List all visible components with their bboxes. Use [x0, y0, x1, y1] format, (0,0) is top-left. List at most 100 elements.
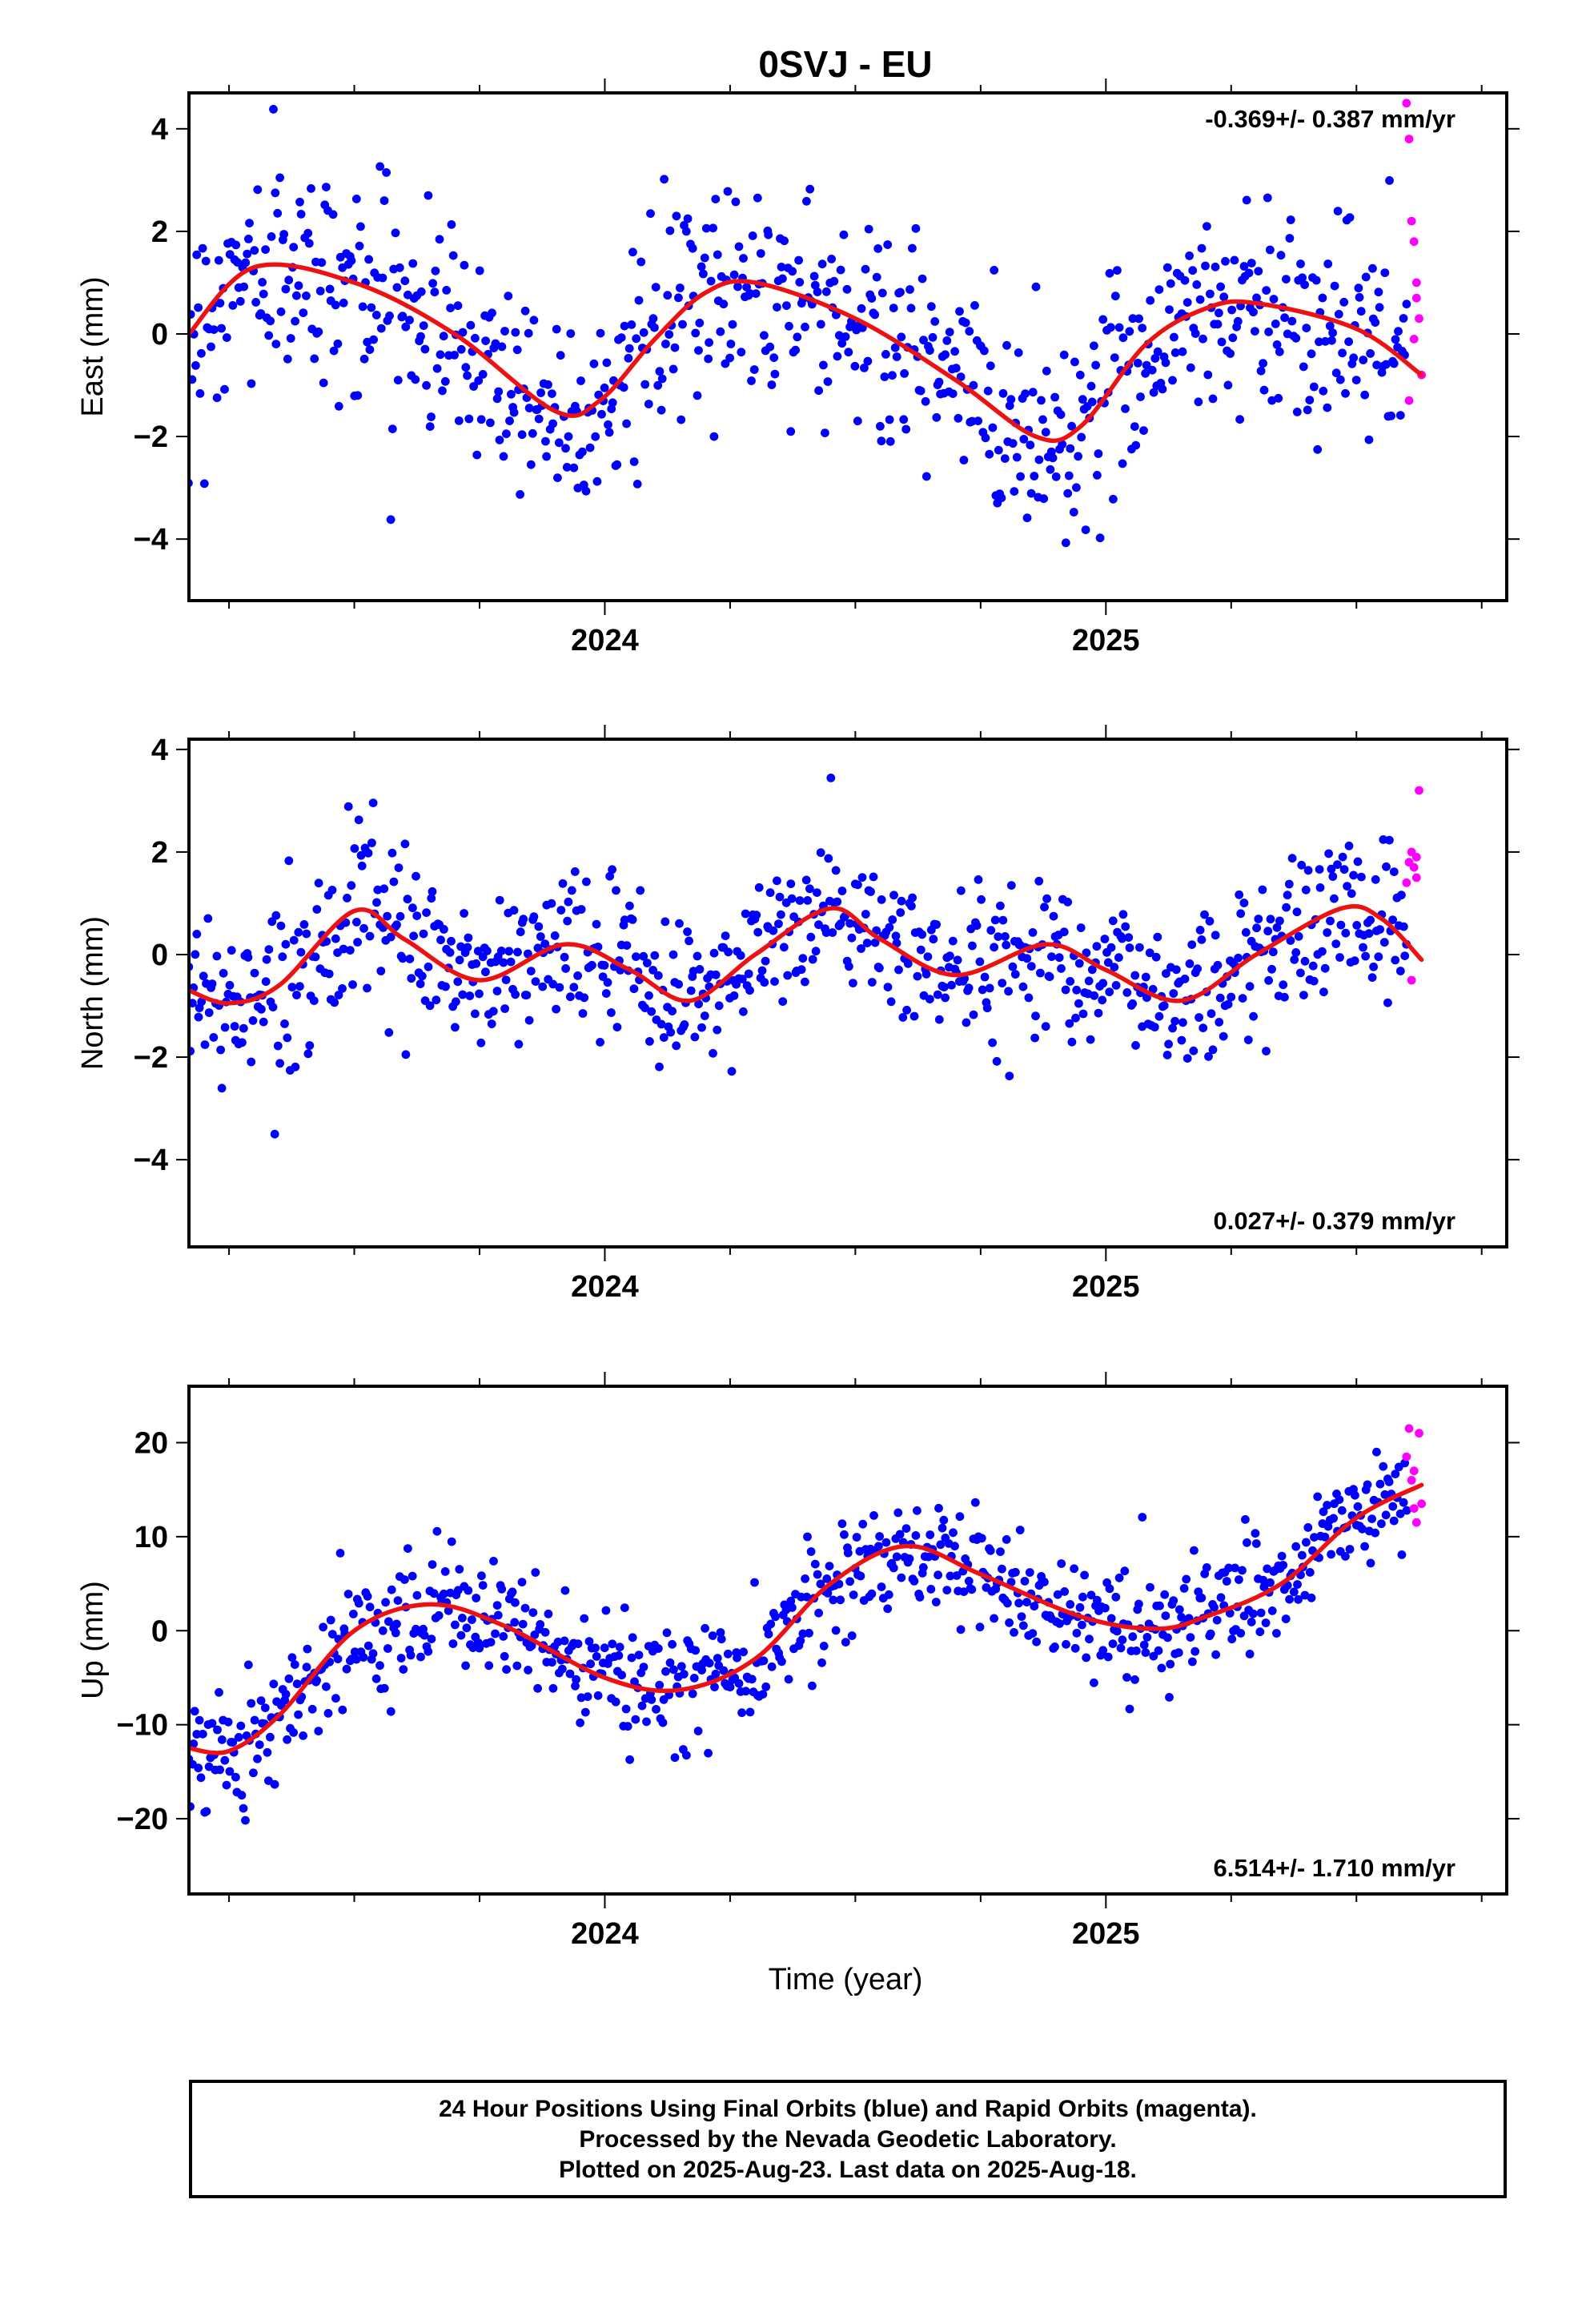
final-orbit-point	[343, 894, 351, 903]
final-orbit-point	[928, 332, 938, 342]
final-orbit-point	[1124, 933, 1134, 942]
final-orbit-point	[1082, 1653, 1091, 1663]
final-orbit-point	[1103, 1652, 1113, 1662]
final-orbit-point	[492, 394, 502, 404]
final-orbit-point	[845, 1577, 854, 1586]
final-orbit-point	[465, 991, 475, 1000]
final-orbit-point	[1108, 1639, 1118, 1648]
final-orbit-point	[1305, 1568, 1315, 1577]
x-tick-label: 2024	[571, 1917, 639, 1951]
final-orbit-point	[412, 871, 420, 881]
final-orbit-point	[353, 938, 362, 947]
final-orbit-point	[1323, 1522, 1333, 1531]
final-orbit-point	[770, 977, 779, 986]
final-orbit-point	[392, 920, 401, 930]
final-orbit-point	[1101, 1603, 1110, 1613]
final-orbit-point	[1006, 881, 1016, 890]
final-orbit-point	[406, 1651, 416, 1660]
final-orbit-point	[257, 1004, 266, 1014]
final-orbit-point	[736, 951, 745, 960]
rate-annotation: 0.027+/- 0.379 mm/yr	[1214, 1207, 1456, 1235]
final-orbit-point	[1072, 1628, 1082, 1638]
final-orbit-point	[817, 259, 827, 269]
final-orbit-point	[1048, 453, 1058, 463]
final-orbit-point	[505, 416, 514, 425]
final-orbit-point	[913, 971, 922, 981]
final-orbit-point	[806, 932, 816, 942]
final-orbit-point	[472, 959, 481, 968]
final-orbit-point	[1223, 999, 1233, 1009]
final-orbit-point	[217, 324, 226, 333]
final-orbit-point	[907, 902, 916, 911]
final-orbit-point	[741, 909, 750, 919]
final-orbit-point	[247, 379, 256, 388]
final-orbit-point	[1371, 875, 1380, 884]
final-orbit-point	[355, 241, 364, 251]
final-orbit-point	[1178, 347, 1187, 356]
final-orbit-point	[253, 185, 263, 195]
final-orbit-point	[486, 1638, 496, 1647]
final-orbit-point	[1235, 890, 1244, 899]
final-orbit-point	[458, 328, 468, 337]
final-orbit-point	[375, 1661, 384, 1671]
final-orbit-point	[1368, 263, 1377, 273]
final-orbit-point	[1069, 508, 1078, 517]
final-orbit-point	[558, 879, 568, 888]
final-orbit-point	[857, 873, 867, 882]
final-orbit-point	[1291, 1542, 1301, 1551]
final-orbit-point	[891, 931, 901, 941]
final-orbit-point	[401, 322, 411, 332]
final-orbit-point	[682, 1751, 691, 1760]
final-orbit-point	[956, 372, 966, 381]
rapid-orbit-point	[1407, 216, 1416, 226]
final-orbit-point	[428, 1560, 437, 1569]
final-orbit-point	[215, 1687, 223, 1697]
final-orbit-point	[529, 912, 539, 921]
final-orbit-point	[396, 911, 405, 921]
final-orbit-point	[292, 1679, 302, 1689]
final-orbit-point	[1197, 1593, 1207, 1602]
final-orbit-point	[1118, 910, 1128, 919]
final-orbit-point	[238, 1038, 247, 1047]
final-orbit-point	[1233, 316, 1243, 326]
final-orbit-point	[608, 1639, 617, 1649]
final-orbit-point	[821, 928, 831, 937]
final-orbit-point	[524, 949, 532, 959]
final-orbit-point	[1195, 926, 1205, 935]
final-orbit-point	[950, 347, 959, 356]
final-orbit-point	[1155, 1601, 1164, 1610]
final-orbit-point	[1235, 415, 1244, 424]
final-orbit-point	[427, 894, 436, 903]
final-orbit-point	[534, 922, 544, 931]
final-orbit-point	[1114, 323, 1124, 332]
final-orbit-point	[777, 910, 785, 919]
final-orbit-point	[753, 927, 763, 937]
final-orbit-point	[676, 283, 685, 292]
final-orbit-point	[1302, 1538, 1311, 1547]
final-orbit-point	[245, 219, 254, 227]
final-orbit-point	[536, 1620, 545, 1629]
final-orbit-point	[562, 463, 572, 472]
final-orbit-point	[1245, 982, 1255, 991]
final-orbit-point	[1014, 348, 1023, 357]
final-orbit-point	[516, 490, 524, 499]
final-orbit-point	[471, 333, 480, 343]
final-orbit-point	[1136, 392, 1145, 401]
final-orbit-point	[1310, 1533, 1319, 1542]
final-orbit-point	[929, 935, 938, 944]
final-orbit-point	[945, 328, 954, 336]
final-orbit-point	[1116, 1643, 1126, 1653]
final-orbit-point	[795, 896, 805, 905]
final-orbit-point	[1402, 1506, 1411, 1515]
final-orbit-point	[1057, 964, 1066, 973]
final-orbit-point	[786, 427, 796, 436]
final-orbit-point	[861, 264, 870, 274]
y-tick-label: 0	[151, 939, 168, 972]
final-orbit-point	[1090, 341, 1098, 351]
final-orbit-point	[1014, 1598, 1023, 1608]
final-orbit-point	[724, 947, 733, 957]
final-orbit-point	[1375, 1479, 1385, 1489]
final-orbit-point	[295, 197, 304, 207]
final-orbit-point	[488, 1007, 498, 1016]
final-orbit-point	[585, 443, 595, 452]
